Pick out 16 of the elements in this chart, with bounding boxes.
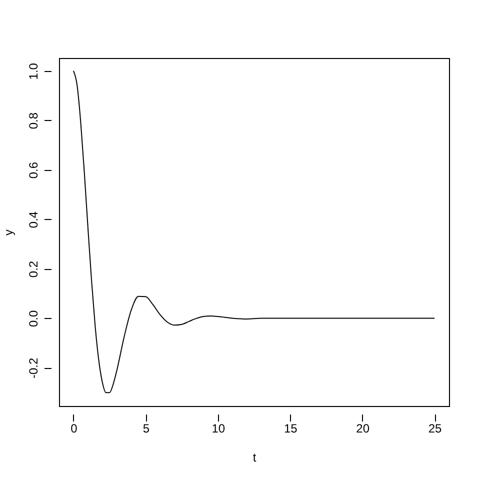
x-tick-label: 10 (212, 422, 226, 436)
x-tick-label: 0 (70, 422, 78, 436)
y-tick-label: -0.2 (26, 358, 40, 379)
x-tick-label: 5 (142, 422, 150, 436)
line-series (72, 70, 436, 394)
y-tick-label: 0.2 (26, 260, 40, 278)
y-axis-title: y (2, 230, 16, 236)
y-tick-label: 0.6 (26, 162, 40, 179)
x-axis-title: t (252, 450, 257, 464)
y-tick-label: 0.8 (26, 112, 40, 130)
x-tick-label: 20 (356, 422, 370, 436)
x-tick-label: 15 (284, 422, 298, 436)
y-tick-label: 0.4 (26, 211, 40, 228)
y-tick-label: 0.0 (26, 310, 40, 328)
y-tick-label: 1.0 (26, 62, 40, 80)
x-tick-label: 25 (428, 422, 442, 436)
